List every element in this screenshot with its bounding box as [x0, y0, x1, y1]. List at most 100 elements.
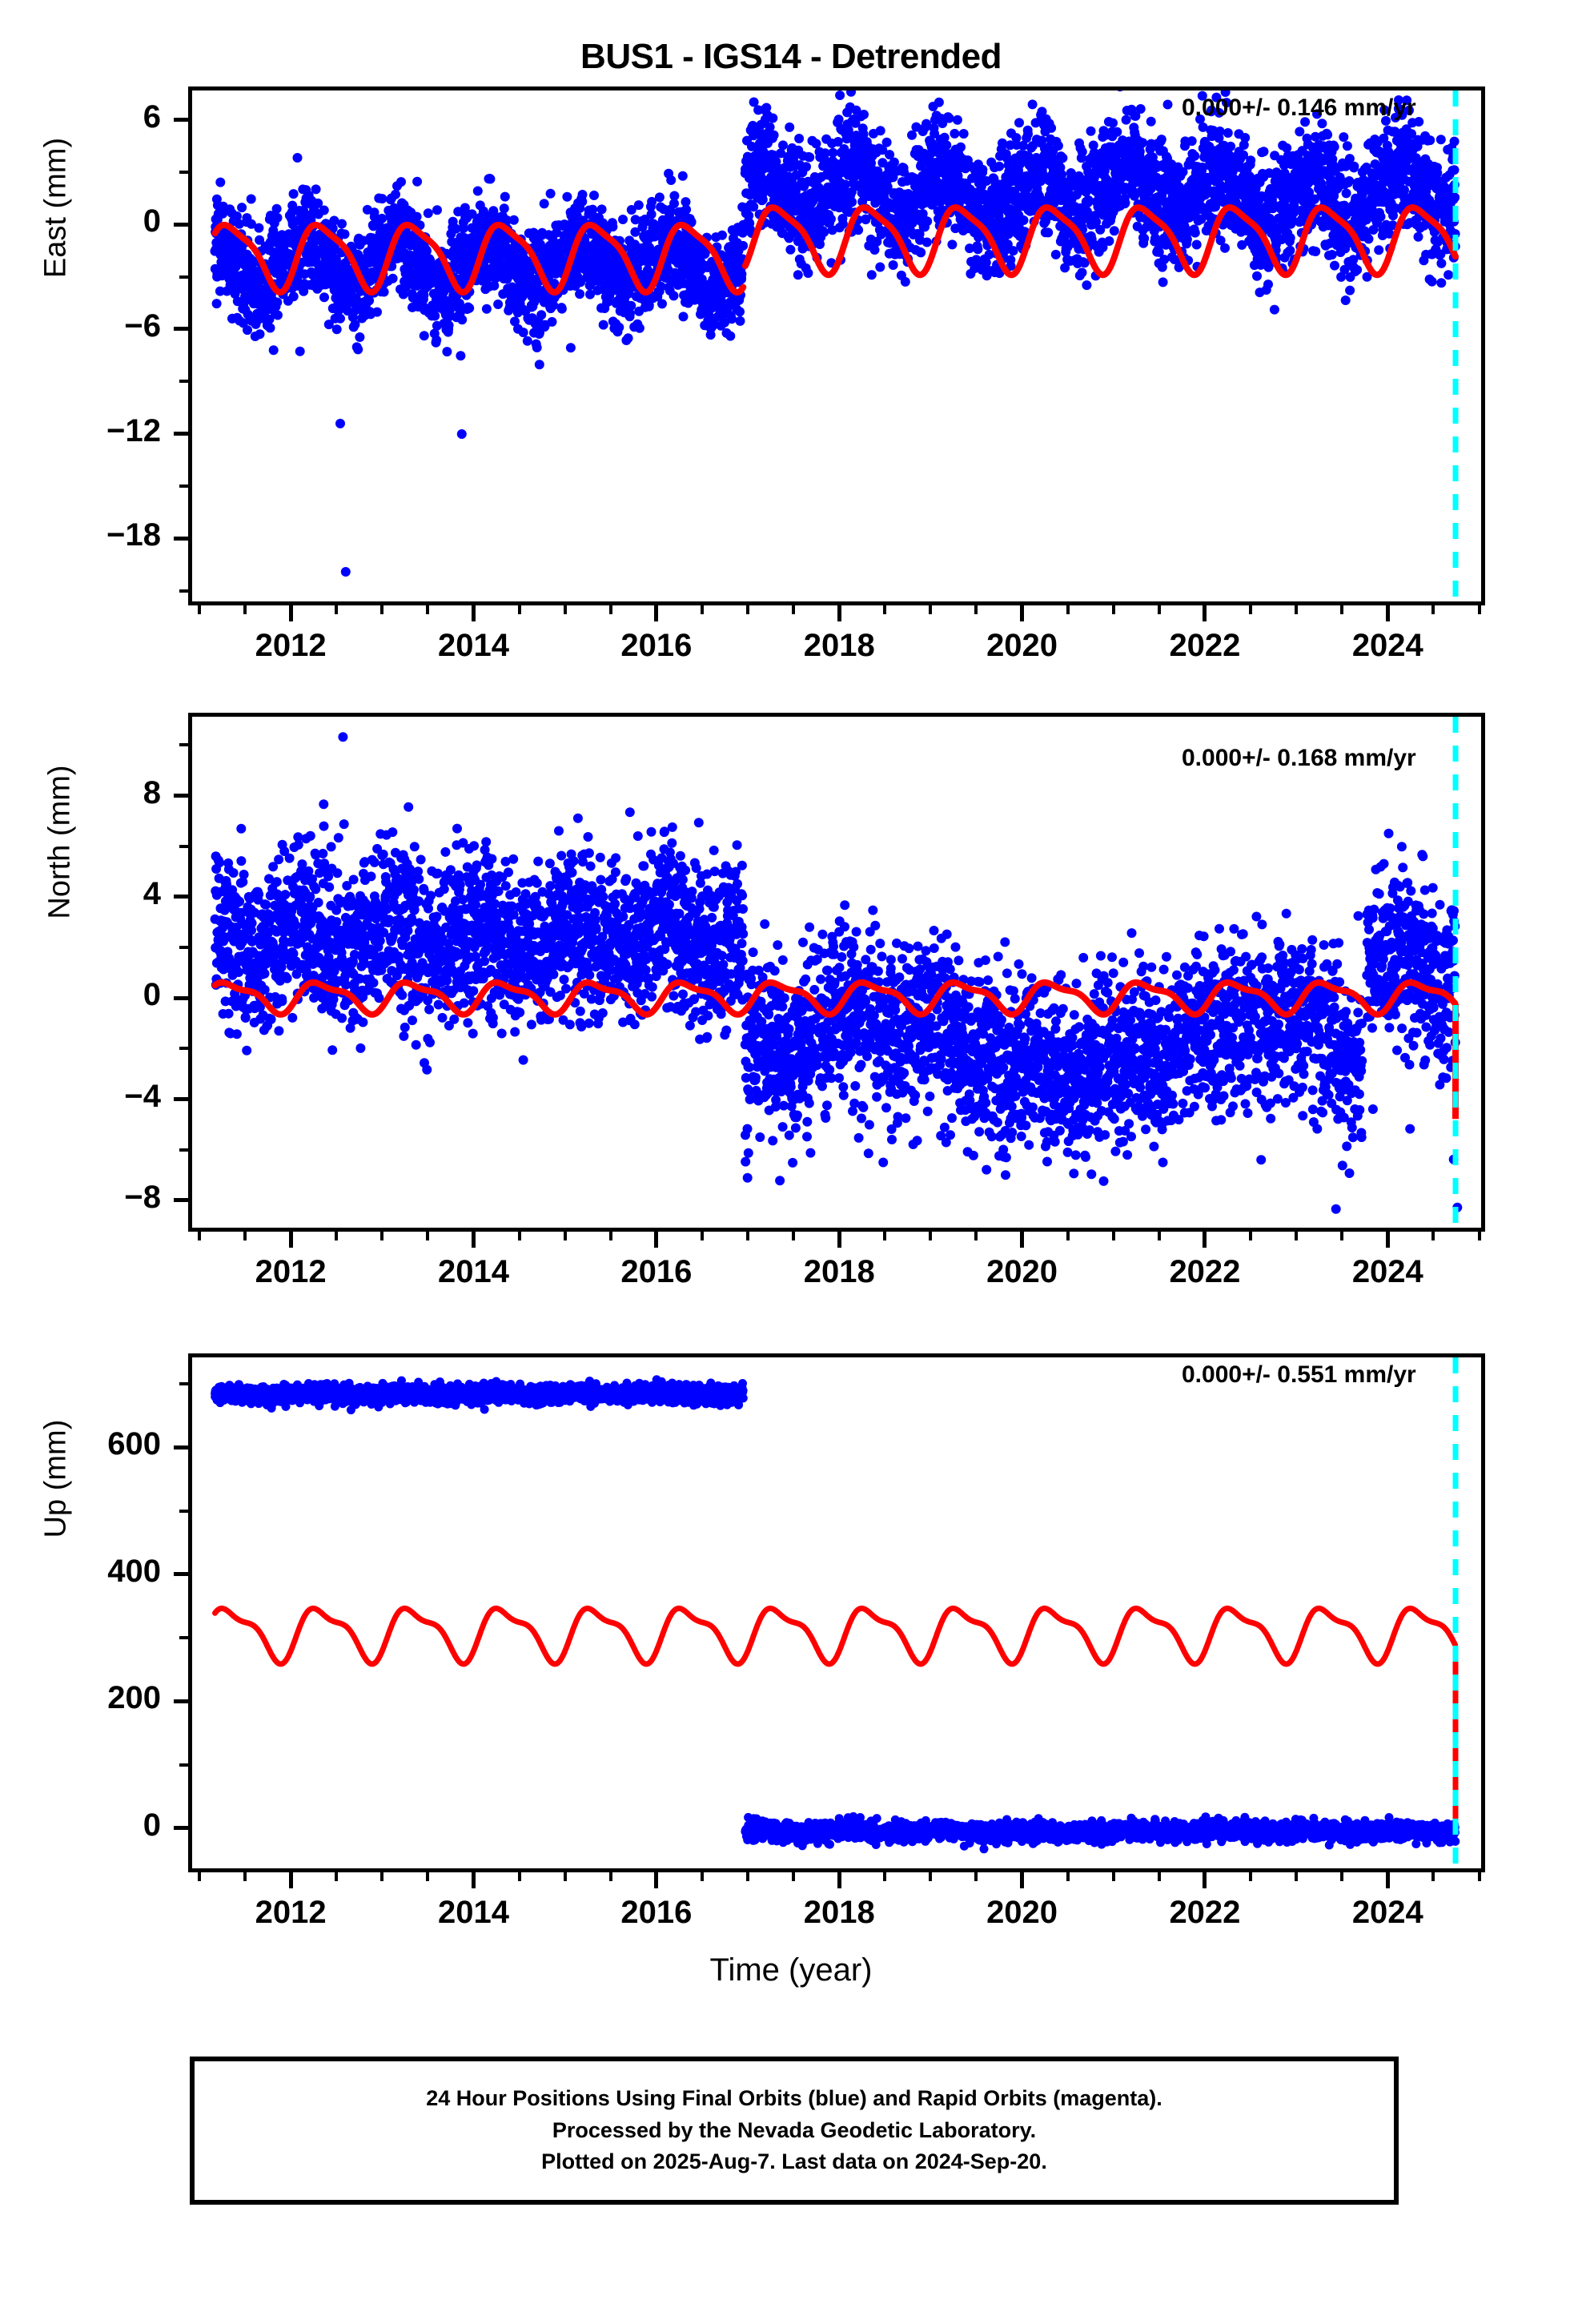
- axis-tick: [1340, 1871, 1344, 1881]
- y-tick-label: 400: [107, 1553, 161, 1589]
- axis-tick: [700, 1230, 704, 1240]
- panel-up-ylabel: Up (mm): [38, 1419, 73, 1538]
- axis-tick: [179, 1445, 190, 1449]
- axis-tick: [380, 1230, 384, 1240]
- axis-tick: [471, 1871, 476, 1888]
- axis-tick: [179, 794, 190, 798]
- y-tick-label: 600: [107, 1426, 161, 1462]
- axis-tick: [608, 604, 612, 614]
- axis-tick: [1340, 604, 1344, 614]
- panel-up-plot[interactable]: [188, 1353, 1485, 1872]
- axis-tick: [974, 1230, 978, 1240]
- axis-tick: [746, 1871, 750, 1881]
- axis-tick: [563, 1871, 567, 1881]
- panel-north-plot[interactable]: [188, 713, 1485, 1232]
- axis-tick: [792, 604, 796, 614]
- y-tick-label: −12: [106, 412, 161, 448]
- axis-tick: [1020, 604, 1025, 621]
- axis-tick: [426, 1230, 430, 1240]
- axis-tick: [1157, 1871, 1161, 1881]
- outlier-point: [335, 418, 345, 428]
- axis-tick: [1157, 604, 1161, 614]
- y-tick-label: −4: [124, 1078, 161, 1114]
- axis-tick: [1249, 604, 1253, 614]
- axis-tick: [792, 1230, 796, 1240]
- axis-tick: [654, 1871, 659, 1888]
- axis-tick: [517, 1230, 521, 1240]
- axis-tick: [335, 1871, 339, 1881]
- axis-tick: [179, 1148, 190, 1152]
- axis-tick: [335, 604, 339, 614]
- axis-tick: [197, 1871, 201, 1881]
- axis-tick: [179, 895, 190, 899]
- axis-tick: [654, 604, 659, 621]
- axis-tick: [471, 604, 476, 621]
- axis-tick: [243, 604, 247, 614]
- x-axis-title: Time (year): [709, 1952, 873, 1988]
- footer-line-3: Plotted on 2025-Aug-7. Last data on 2024…: [541, 2149, 1047, 2174]
- data-points-east: [210, 90, 1460, 577]
- axis-tick: [179, 327, 190, 331]
- y-tick-label: 0: [143, 1807, 161, 1843]
- axis-tick: [1203, 604, 1207, 621]
- footer-line-2: Processed by the Nevada Geodetic Laborat…: [552, 2117, 1037, 2142]
- axis-tick: [563, 604, 567, 614]
- axis-tick: [1477, 604, 1481, 614]
- footer-caption-box: 24 Hour Positions Using Final Orbits (bl…: [190, 2057, 1399, 2205]
- axis-tick: [517, 1871, 521, 1881]
- axis-tick: [608, 1230, 612, 1240]
- y-tick-label: 8: [143, 774, 161, 810]
- axis-tick: [179, 743, 190, 747]
- axis-tick: [974, 604, 978, 614]
- x-tick-label: 2018: [803, 628, 875, 663]
- axis-tick: [974, 1871, 978, 1881]
- axis-tick: [837, 1230, 841, 1248]
- panel-east-rate-annotation: 0.000+/- 0.146 mm/yr: [1182, 94, 1416, 121]
- axis-tick: [380, 604, 384, 614]
- axis-tick: [179, 1826, 190, 1830]
- axis-tick: [426, 1871, 430, 1881]
- axis-tick: [179, 1763, 190, 1767]
- data-points-north: [210, 732, 1463, 1214]
- axis-tick: [1477, 1871, 1481, 1881]
- axis-tick: [700, 1871, 704, 1881]
- x-tick-label: 2012: [255, 1254, 327, 1289]
- axis-tick: [243, 1871, 247, 1881]
- x-tick-label: 2014: [437, 628, 509, 663]
- axis-tick: [1249, 1230, 1253, 1240]
- x-tick-label: 2016: [620, 1254, 693, 1289]
- y-tick-label: 4: [143, 875, 161, 911]
- axis-tick: [1431, 604, 1435, 614]
- page-title: BUS1 - IGS14 - Detrended: [580, 37, 1002, 76]
- axis-tick: [746, 604, 750, 614]
- axis-tick: [179, 537, 190, 541]
- y-tick-label: 6: [143, 99, 161, 135]
- axis-tick: [1385, 604, 1390, 621]
- axis-tick: [746, 1230, 750, 1240]
- axis-tick: [197, 1230, 201, 1240]
- axis-tick: [883, 604, 887, 614]
- axis-tick: [197, 604, 201, 614]
- x-tick-label: 2020: [986, 1254, 1058, 1289]
- axis-tick: [654, 1230, 659, 1248]
- axis-tick: [929, 604, 933, 614]
- footer-line-1: 24 Hour Positions Using Final Orbits (bl…: [426, 2086, 1162, 2111]
- x-tick-label: 2012: [255, 628, 327, 663]
- axis-tick: [179, 1097, 190, 1101]
- axis-tick: [1066, 1871, 1070, 1881]
- panel-north-ylabel: North (mm): [42, 765, 77, 919]
- x-tick-label: 2016: [620, 628, 693, 663]
- axis-tick: [883, 1230, 887, 1240]
- axis-tick: [1111, 604, 1115, 614]
- panel-up-canvas: [211, 1357, 1460, 1868]
- y-tick-label: 200: [107, 1680, 161, 1716]
- panel-east-plot[interactable]: [188, 86, 1485, 605]
- axis-tick: [179, 275, 190, 279]
- axis-tick: [1477, 1230, 1481, 1240]
- x-tick-label: 2016: [620, 1895, 693, 1930]
- axis-tick: [288, 1871, 293, 1888]
- axis-tick: [1295, 1871, 1299, 1881]
- axis-tick: [1020, 1230, 1025, 1248]
- axis-tick: [179, 484, 190, 488]
- y-tick-label: −18: [106, 517, 161, 553]
